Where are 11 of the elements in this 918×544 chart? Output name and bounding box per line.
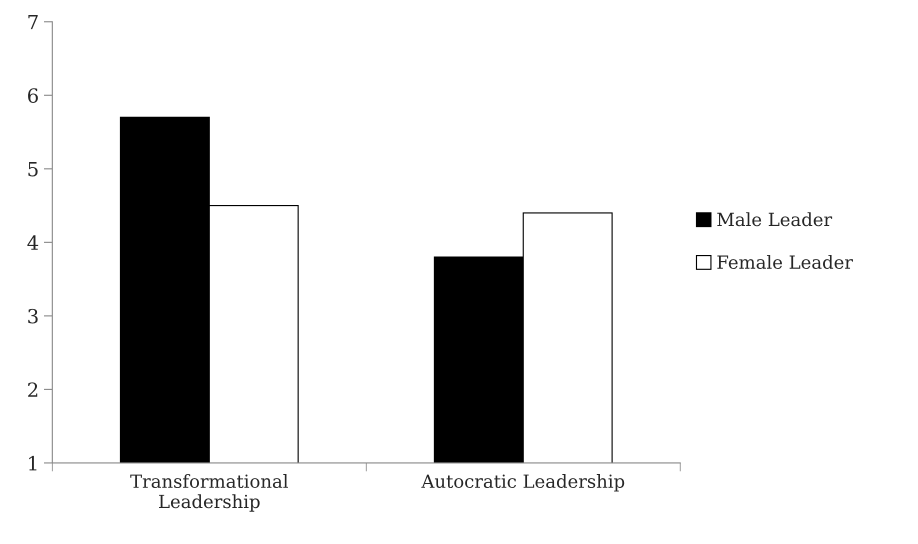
y-tick-label: 3: [28, 308, 38, 324]
y-tick-label: 5: [28, 162, 38, 176]
y-tick-label: 6: [28, 88, 38, 103]
x-tick-label: Autocratic Leadership: [421, 474, 624, 492]
y-tick-label: 2: [28, 382, 38, 397]
x-tick-label: Transformational Leadership: [130, 474, 288, 512]
legend-label: Female Leader: [717, 254, 853, 269]
y-tick-label: 4: [27, 235, 38, 250]
y-tick-label: 1: [29, 456, 36, 470]
y-tick-label: 7: [28, 14, 38, 30]
legend-label: Male Leader: [717, 212, 832, 226]
